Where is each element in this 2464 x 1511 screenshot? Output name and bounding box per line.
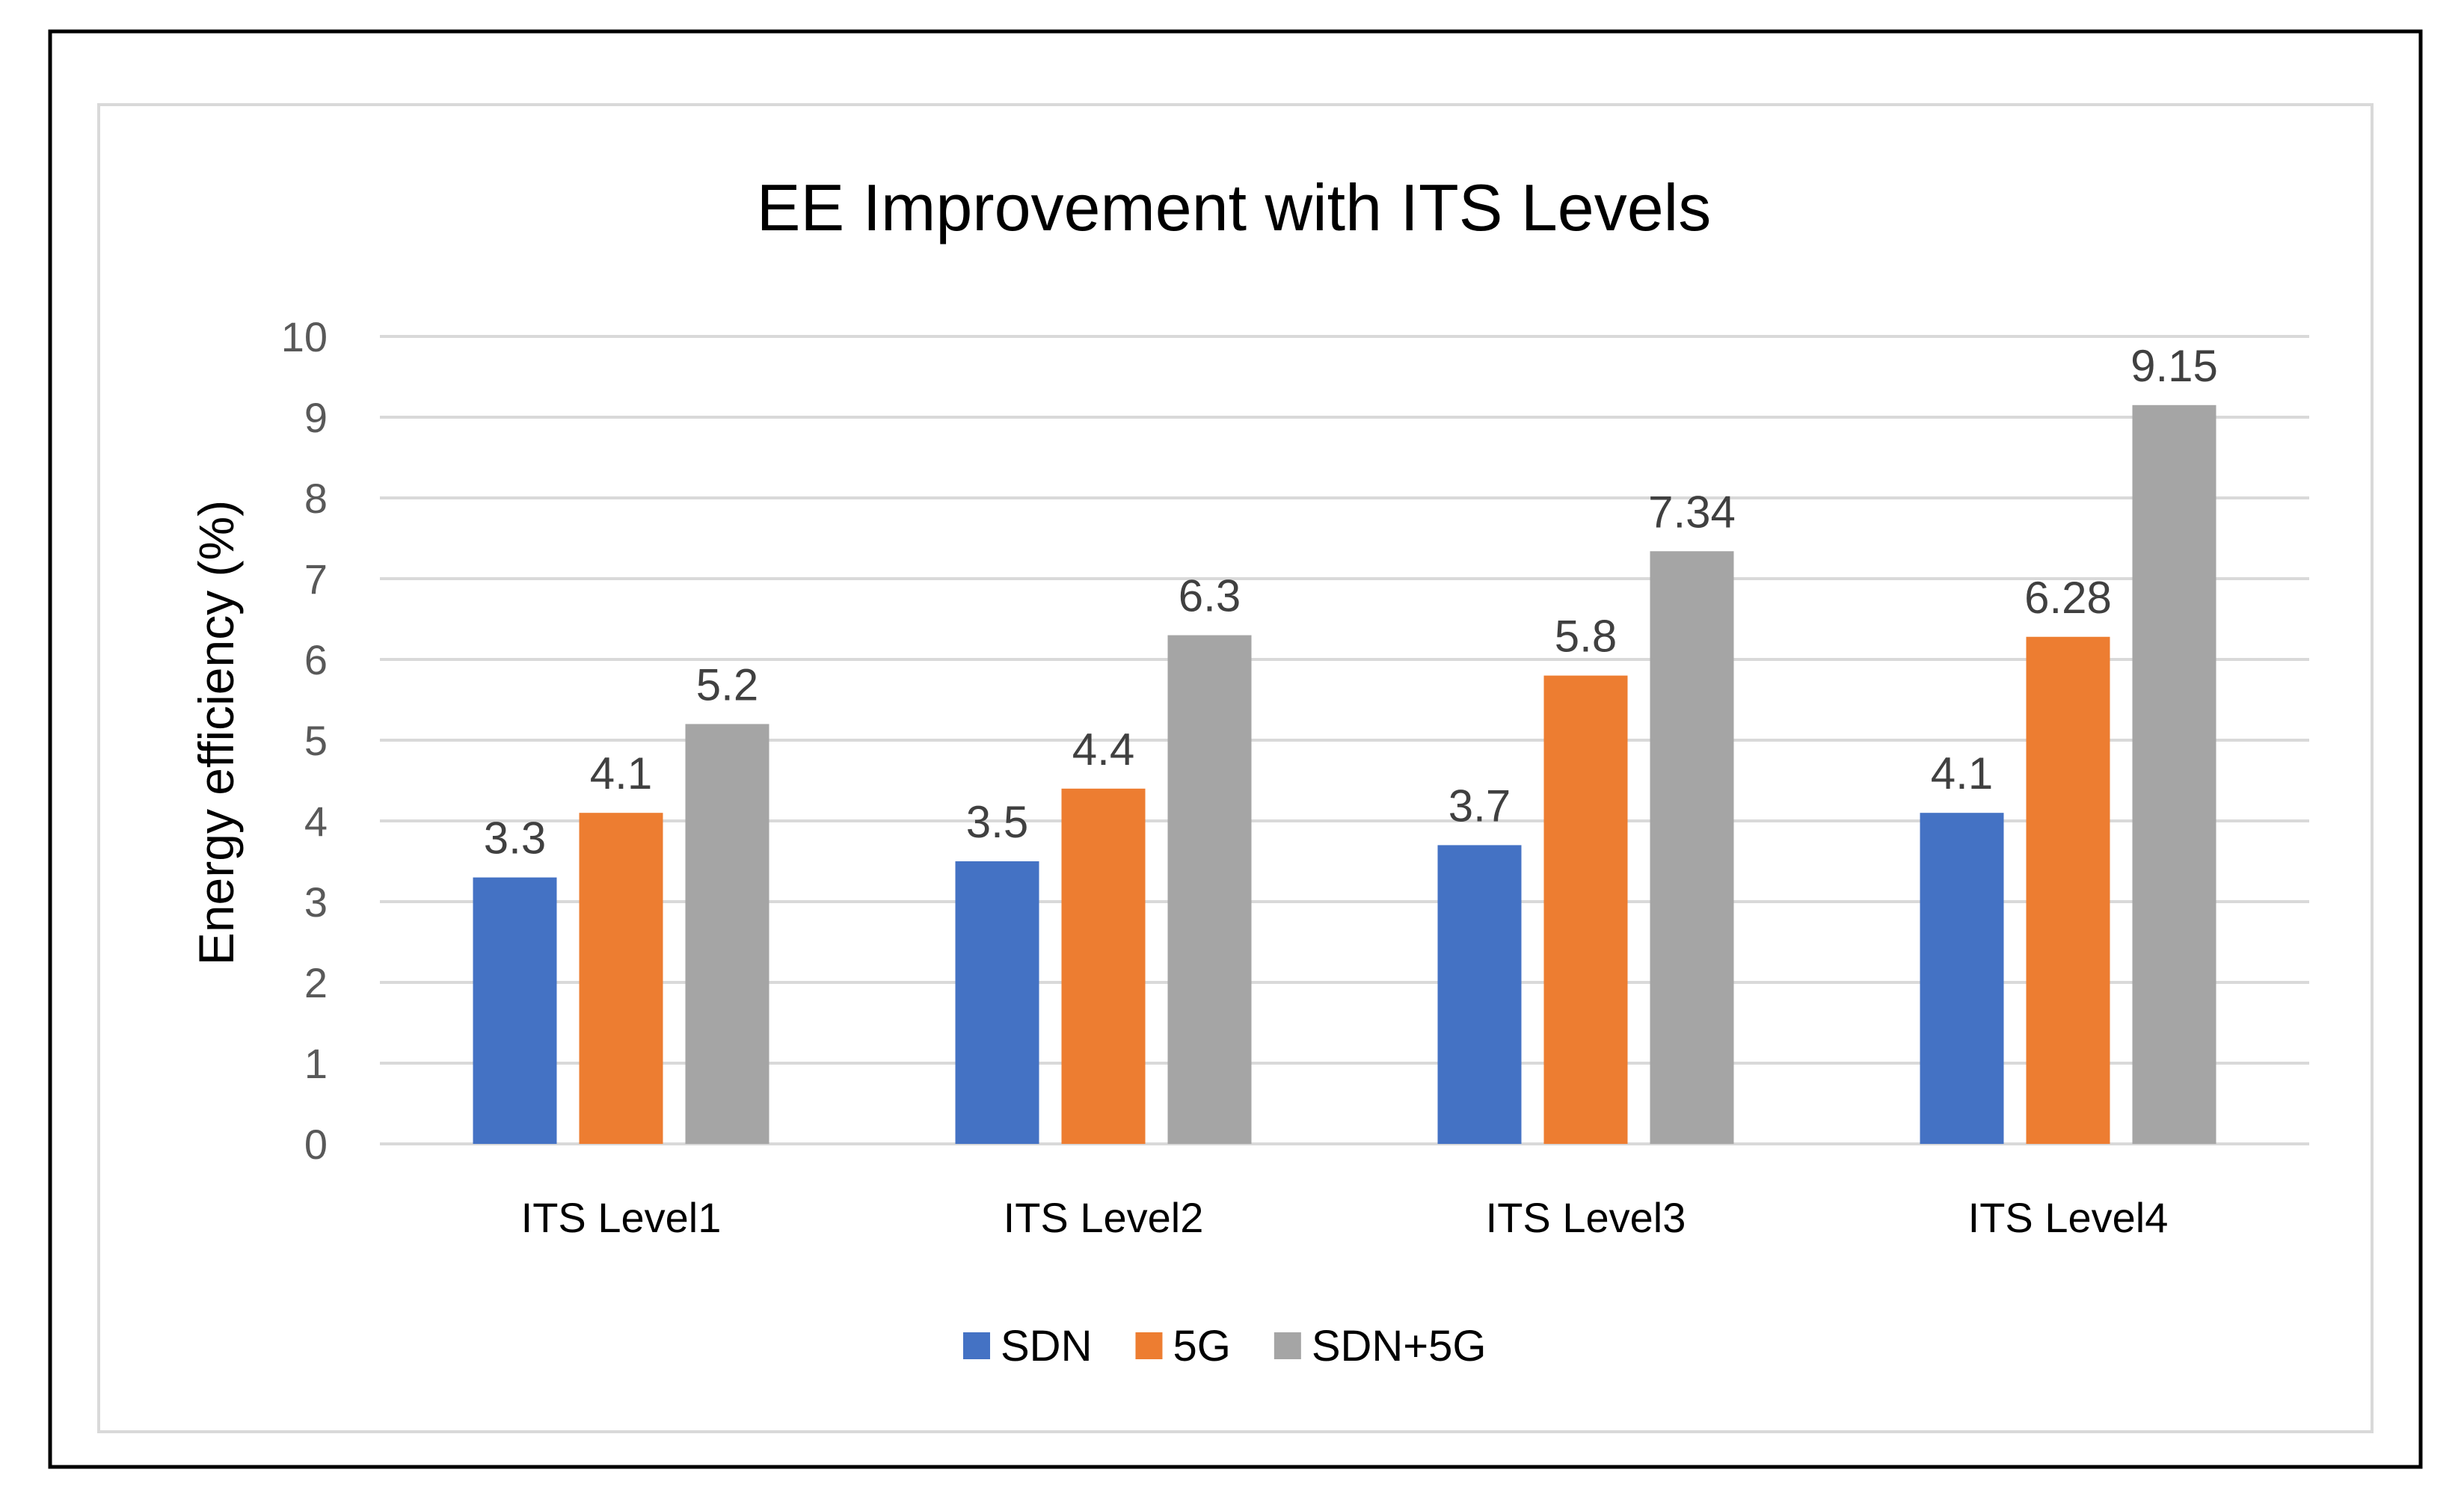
y-tick-label: 8 (304, 475, 328, 522)
legend-label: SDN+5G (1312, 1322, 1487, 1370)
x-tick-label: ITS Level1 (521, 1194, 722, 1241)
data-label: 4.4 (1072, 724, 1134, 775)
y-tick-label: 10 (281, 313, 328, 360)
legend-swatch (963, 1332, 990, 1359)
chart-title: EE Improvement with ITS Levels (757, 170, 1711, 244)
bar-sdn-4 (1920, 813, 2004, 1144)
y-tick-label: 9 (304, 394, 328, 441)
bar-sdn-3 (1437, 845, 1522, 1144)
bars (473, 404, 2216, 1144)
x-tick-label: ITS Level2 (1004, 1194, 1204, 1241)
y-tick-label: 7 (304, 556, 328, 603)
bar-5g-2 (1061, 788, 1146, 1144)
data-label: 5.8 (1555, 612, 1617, 662)
data-label: 7.34 (1648, 487, 1736, 537)
y-tick-label: 4 (304, 798, 328, 845)
x-tick-label: ITS Level4 (1968, 1194, 2169, 1241)
y-tick-label: 1 (304, 1040, 328, 1087)
bar-sdn-2 (955, 861, 1039, 1144)
bar-sdn-5g-1 (685, 724, 769, 1144)
bar-sdn-5g-2 (1167, 635, 1252, 1144)
y-tick-label: 0 (304, 1121, 328, 1168)
y-tick-label: 5 (304, 717, 328, 764)
y-tick-label: 3 (304, 878, 328, 926)
y-axis-label: Energy efficiency (%) (188, 500, 244, 965)
x-tick-label: ITS Level3 (1486, 1194, 1686, 1241)
data-label: 3.3 (484, 813, 546, 864)
legend: SDN 5G SDN+5G (963, 1322, 1487, 1370)
y-axis-ticks: 0 1 2 3 4 5 6 7 8 9 10 (281, 313, 328, 1168)
data-label: 3.7 (1448, 781, 1511, 831)
data-labels: 3.3 4.1 5.2 3.5 4.4 6.3 3.7 5.8 7.34 4.1 6.28 9.15 (484, 341, 2218, 864)
legend-swatch (1274, 1332, 1301, 1359)
bar-5g-3 (1543, 675, 1628, 1144)
legend-label: SDN (1001, 1322, 1092, 1370)
y-tick-label: 6 (304, 636, 328, 683)
data-label: 9.15 (2130, 341, 2218, 391)
data-label: 4.1 (1931, 748, 1993, 798)
y-tick-label: 2 (304, 959, 328, 1006)
bar-sdn-5g-4 (2132, 404, 2216, 1144)
data-label: 4.1 (590, 748, 652, 798)
bar-sdn-1 (473, 877, 557, 1144)
data-label: 6.3 (1179, 571, 1241, 621)
legend-label: 5G (1173, 1322, 1230, 1370)
legend-swatch (1135, 1332, 1163, 1359)
x-axis-ticks: ITS Level1 ITS Level2 ITS Level3 ITS Level4 (521, 1194, 2169, 1241)
data-label: 3.5 (966, 797, 1028, 847)
data-label: 6.28 (2024, 573, 2112, 623)
bar-5g-4 (2026, 636, 2110, 1144)
bar-5g-1 (579, 813, 663, 1144)
bar-sdn-5g-3 (1650, 551, 1734, 1144)
data-label: 5.2 (696, 659, 758, 710)
